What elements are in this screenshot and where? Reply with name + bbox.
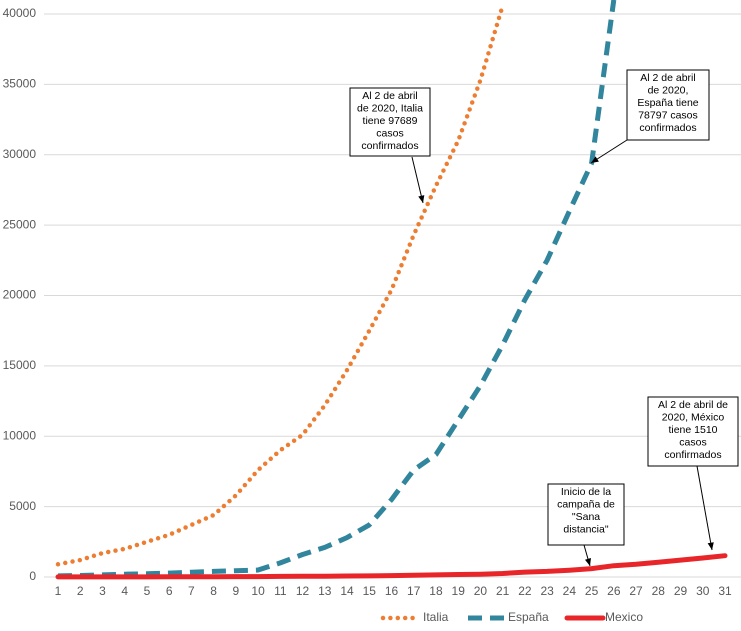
x-tick-label: 31 [718,584,732,598]
series-line [57,0,617,579]
x-tick-label: 30 [696,584,710,598]
x-tick-label: 21 [496,584,510,598]
x-tick-label: 7 [188,584,195,598]
x-tick-label: 2 [77,584,84,598]
annotation-text: 2020, México [662,411,725,423]
y-tick-label: 10000 [3,428,37,442]
annotation-text: confirmados [664,449,721,461]
series-line [55,3,505,567]
annotation-text: 78797 casos [638,109,698,121]
annotation-text: Al 2 de abril [362,90,417,102]
grid: 0 5000 10000 15000 20000 25000 30000 35000 40000… [3,6,741,598]
x-tick-label: 19 [452,584,466,598]
annotation-text: Inicio de la [561,486,611,498]
annotation-text: tiene 1510 [668,424,717,436]
annotation-text: "Sana [572,511,600,523]
y-tick-label: 20000 [3,288,37,302]
x-tick-label: 9 [233,584,240,598]
annotation-text: campaña de [557,498,615,510]
x-tick-label: 5 [144,584,151,598]
arrow-head [591,156,599,163]
y-tick-label: 5000 [9,499,36,513]
x-tick-label: 15 [363,584,377,598]
y-tick-label: 15000 [3,358,37,372]
lines [55,0,728,580]
annotation-text: de 2020, Italia [357,102,423,114]
x-tick-label: 13 [318,584,332,598]
arrow-head [707,542,714,550]
legend: Italia España Mexico [380,610,643,624]
x-tick-label: 24 [563,584,577,598]
series-line [55,553,728,580]
x-tick-label: 26 [607,584,621,598]
y-tick-label: 35000 [3,77,37,91]
y-tick-label: 30000 [3,147,37,161]
x-tick-label: 23 [540,584,554,598]
x-tick-label: 11 [274,584,287,598]
x-tick-label: 6 [166,584,173,598]
x-tick-label: 8 [210,584,217,598]
legend-label: Italia [423,610,449,624]
annotation-arrow [696,465,713,551]
x-tick-label: 22 [518,584,532,598]
x-tick-label: 1 [55,584,62,598]
annotation-box [647,396,739,467]
annotation-text: casos [679,436,706,448]
annotation-box [626,69,710,141]
x-tick-label: 25 [585,584,599,598]
annotation-text: Al 2 de abril de [658,399,728,411]
x-tick-label: 27 [629,584,643,598]
annotation-text: tiene 97689 [363,115,418,127]
annotation-box [349,87,431,157]
x-tick-label: 18 [429,584,443,598]
annotation-text: de 2020, [648,84,689,96]
annotation-text: España tiene [637,97,698,109]
annotation-text: confirmados [639,122,696,134]
y-tick-label: 25000 [3,217,37,231]
annotation-text: casos [376,127,403,139]
annotation-arrow [411,156,424,204]
annotation-text: distancia" [563,523,608,535]
annotation-text: Al 2 de abril [640,72,695,84]
arrow-head [584,558,591,566]
x-tick-label: 10 [251,584,265,598]
x-tick-label: 12 [296,584,310,598]
legend-label: Mexico [605,610,643,624]
y-tick-label: 0 [29,569,36,583]
x-tick-label: 17 [407,584,421,598]
x-tick-label: 29 [674,584,688,598]
y-tick-label: 40000 [3,6,37,20]
x-tick-label: 4 [121,584,128,598]
x-tick-label: 20 [474,584,488,598]
arrow-head [418,195,425,203]
legend-label: España [508,610,549,624]
x-tick-label: 28 [652,584,666,598]
annotation-box [547,483,625,546]
x-tick-label: 16 [385,584,399,598]
x-tick-label: 3 [99,584,106,598]
x-tick-label: 14 [340,584,354,598]
annotation-text: confirmados [361,140,418,152]
